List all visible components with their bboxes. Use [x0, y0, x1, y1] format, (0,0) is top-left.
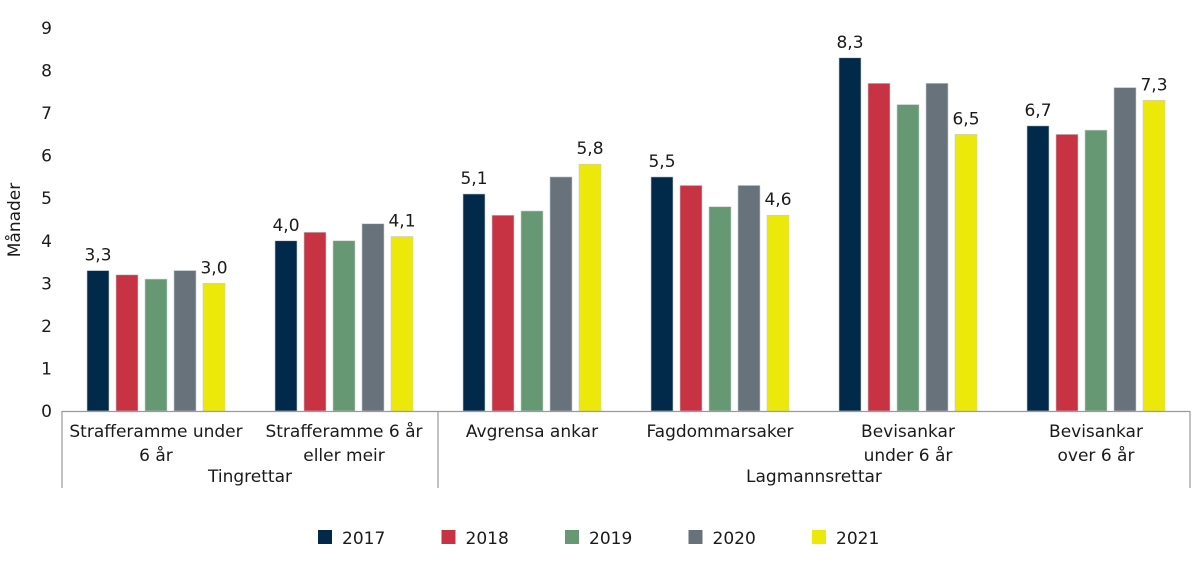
- y-tick-label: 1: [41, 359, 52, 379]
- legend-label: 2019: [589, 529, 632, 549]
- bar-2018: [115, 274, 139, 412]
- bar-2020: [549, 176, 573, 412]
- bar-2020: [173, 270, 197, 412]
- bar-2017: [650, 176, 674, 412]
- y-tick-label: 5: [41, 189, 52, 209]
- data-label: 3,3: [84, 246, 111, 266]
- legend-swatch-2018: [441, 530, 456, 544]
- data-label: 5,5: [648, 152, 675, 172]
- bar-2018: [867, 83, 891, 412]
- bar-2020: [737, 185, 761, 412]
- y-tick-label: 8: [41, 62, 52, 82]
- y-tick-label: 0: [41, 402, 52, 422]
- data-label: 7,3: [1140, 75, 1167, 95]
- y-tick-label: 2: [41, 317, 52, 337]
- category-label: Strafferamme under: [69, 422, 242, 442]
- data-label: 6,5: [952, 109, 979, 129]
- bar-2021: [202, 283, 226, 412]
- bar-2019: [332, 240, 356, 412]
- group-label: Lagmannsrettar: [746, 467, 882, 487]
- data-label: 4,0: [272, 216, 299, 236]
- legend-swatch-2020: [688, 530, 703, 544]
- category-label: Fagdommarsaker: [646, 422, 793, 442]
- legend-label: 2020: [713, 529, 756, 549]
- category-label: Bevisankar: [861, 422, 955, 442]
- bar-2018: [491, 214, 515, 412]
- data-label: 5,1: [460, 169, 487, 189]
- legend-swatch-2021: [812, 530, 826, 544]
- category-label: Strafferamme 6 år: [265, 421, 422, 442]
- bar-2020: [925, 83, 949, 412]
- category-label: 6 år: [139, 445, 173, 466]
- y-tick-label: 6: [41, 147, 52, 167]
- bar-2018: [679, 185, 703, 412]
- bar-2017: [838, 57, 862, 412]
- legend-label: 2018: [466, 529, 509, 549]
- legend-swatch-2019: [565, 530, 579, 544]
- bar-2019: [1084, 129, 1108, 412]
- y-axis-title: Månader: [4, 183, 25, 258]
- category-label: under 6 år: [864, 445, 953, 466]
- bar-2019: [520, 210, 544, 412]
- category-label: Bevisankar: [1049, 422, 1143, 442]
- bar-2021: [766, 214, 790, 412]
- y-tick-label: 3: [41, 274, 52, 294]
- bar-2021: [954, 134, 978, 412]
- data-label: 4,6: [764, 190, 791, 210]
- bar-2018: [303, 231, 327, 412]
- bar-2019: [144, 278, 168, 412]
- bar-2020: [1113, 87, 1137, 412]
- legend-label: 2021: [836, 529, 879, 549]
- legend-swatch-2017: [318, 530, 332, 544]
- y-tick-label: 4: [41, 232, 52, 252]
- bar-2018: [1055, 134, 1079, 412]
- data-label: 6,7: [1024, 101, 1051, 121]
- bar-2017: [274, 240, 298, 412]
- bar-2021: [1142, 100, 1166, 412]
- data-label: 4,1: [388, 212, 415, 232]
- bar-2019: [708, 206, 732, 412]
- legend-label: 2017: [342, 529, 385, 549]
- bar-2017: [462, 193, 486, 412]
- category-label: over 6 år: [1058, 445, 1135, 466]
- bar-2020: [361, 223, 385, 412]
- y-tick-label: 7: [41, 104, 52, 124]
- data-label: 8,3: [836, 33, 863, 53]
- bar-2019: [896, 104, 920, 412]
- bar-2017: [1026, 125, 1050, 412]
- category-label: Avgrensa ankar: [466, 422, 598, 442]
- data-label: 3,0: [200, 258, 227, 278]
- category-label: eller meir: [303, 446, 385, 466]
- bar-2021: [390, 236, 414, 412]
- bar-2021: [578, 163, 602, 412]
- data-label: 5,8: [576, 139, 603, 159]
- group-label: Tingrettar: [207, 467, 292, 487]
- y-tick-label: 9: [41, 19, 52, 39]
- bar-2017: [86, 270, 110, 412]
